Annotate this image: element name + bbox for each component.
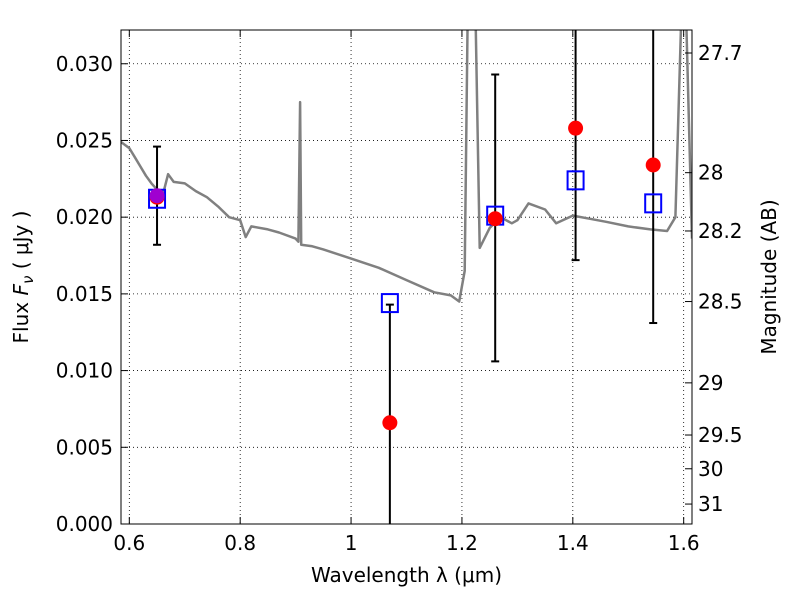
y2-tick-label: 29.5 (698, 423, 743, 447)
y-tick-label: 0.005 (56, 435, 113, 459)
y-tick-label: 0.000 (56, 512, 113, 536)
y-tick-label: 0.010 (56, 359, 113, 383)
y2-tick-label: 30 (698, 457, 723, 481)
x-axis-title: Wavelength λ (μm) (311, 563, 502, 587)
series-layer (121, 30, 692, 303)
model-spectrum-line (474, 30, 683, 250)
model-spectrum-line (121, 30, 469, 303)
model-photometry-square (380, 293, 399, 314)
observed-flux-point (382, 415, 398, 431)
y-axis-title: Flux Fν ( μJy ) (9, 211, 37, 344)
x-tick-label: 0.8 (224, 531, 256, 555)
plot-frame (120, 29, 693, 525)
x-tick-label: 1 (345, 531, 358, 555)
y-tick-label: 0.020 (56, 205, 113, 229)
y-axis-title-subscript: ν (19, 276, 37, 284)
y2-axis-title: Magnitude (AB) (757, 199, 781, 354)
axis-ticks: 0.6 0.8 1 1.2 1.4 1.6 0.000 0.005 0.010 0.015 0.02… (56, 30, 743, 555)
observed-flux-point (487, 211, 503, 227)
y-tick-label: 0.030 (56, 52, 113, 76)
y2-tick-label: 29 (698, 371, 723, 395)
model-photometry-square (566, 170, 585, 191)
y2-tick-label: 27.7 (698, 41, 743, 65)
y2-tick-label: 31 (698, 492, 723, 516)
grid-lines (121, 30, 692, 525)
y2-tick-label: 28 (698, 161, 723, 185)
y-tick-label: 0.025 (56, 128, 113, 152)
marker-layer (148, 30, 663, 524)
observed-flux-point (568, 120, 584, 136)
y2-tick-label: 28.5 (698, 290, 743, 314)
observed-flux-point (149, 188, 165, 204)
y-axis-title-symbol: F (9, 284, 33, 296)
model-photometry-square (644, 193, 663, 214)
plot-area (121, 30, 692, 524)
x-tick-label: 1.6 (668, 531, 700, 555)
y-axis-title-suffix: ( μJy ) (9, 211, 33, 276)
x-tick-label: 0.6 (113, 531, 145, 555)
y2-tick-label: 28.2 (698, 219, 743, 243)
y-axis-title-prefix: Flux (9, 296, 33, 344)
x-tick-label: 1.4 (557, 531, 589, 555)
observed-flux-point (645, 157, 661, 173)
x-tick-label: 1.2 (446, 531, 478, 555)
y-tick-label: 0.015 (56, 282, 113, 306)
model-spectrum-line (685, 30, 692, 239)
